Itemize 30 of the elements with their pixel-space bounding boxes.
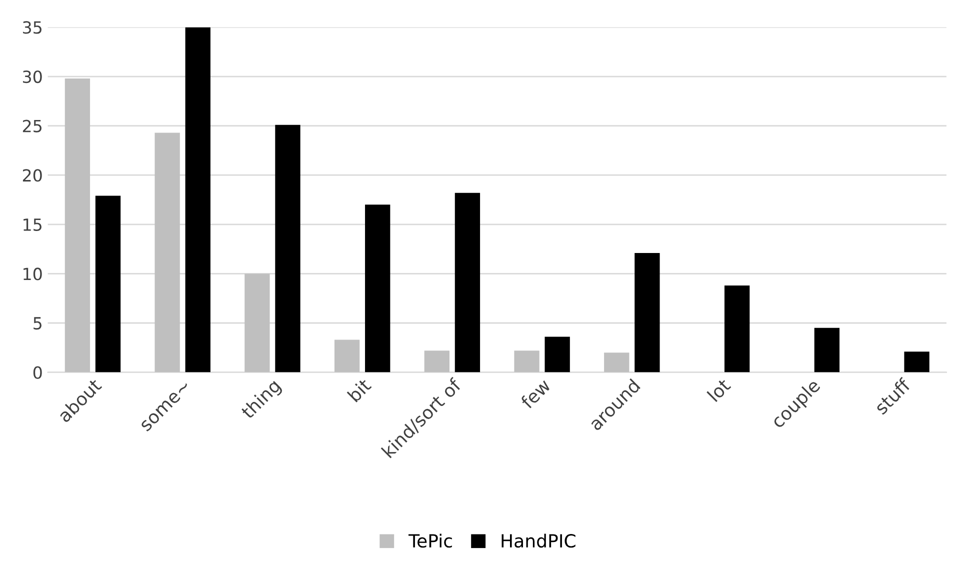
x-tick-label: bit — [346, 377, 372, 403]
y-tick-label: 10 — [24, 268, 42, 280]
bar — [275, 124, 300, 372]
bar — [724, 286, 750, 372]
legend-label: TePic — [408, 534, 452, 548]
y-tick-label: 35 — [23, 21, 42, 34]
bar — [244, 274, 270, 372]
y-tick-label: 30 — [23, 70, 42, 84]
bar — [334, 340, 360, 372]
y-tick-label: 20 — [22, 169, 42, 182]
bar — [544, 336, 570, 372]
legend-label: HandPIC — [502, 534, 576, 548]
bar — [814, 328, 840, 372]
y-tick-label: 0 — [33, 366, 42, 379]
x-tick-label: few — [520, 378, 552, 410]
y-tick-label: 25 — [22, 120, 42, 132]
bar — [514, 350, 540, 372]
bar — [454, 192, 480, 372]
x-tick-label: lot — [706, 377, 732, 402]
bar — [424, 350, 450, 372]
bar — [365, 204, 390, 372]
bar — [64, 78, 90, 372]
y-tick-label: 5 — [34, 317, 42, 330]
bar — [604, 352, 630, 372]
bar — [634, 252, 660, 372]
bar — [154, 132, 180, 372]
bar — [95, 196, 121, 372]
bar — [904, 352, 930, 372]
y-tick-label: 15 — [24, 218, 42, 231]
bar — [185, 27, 210, 372]
